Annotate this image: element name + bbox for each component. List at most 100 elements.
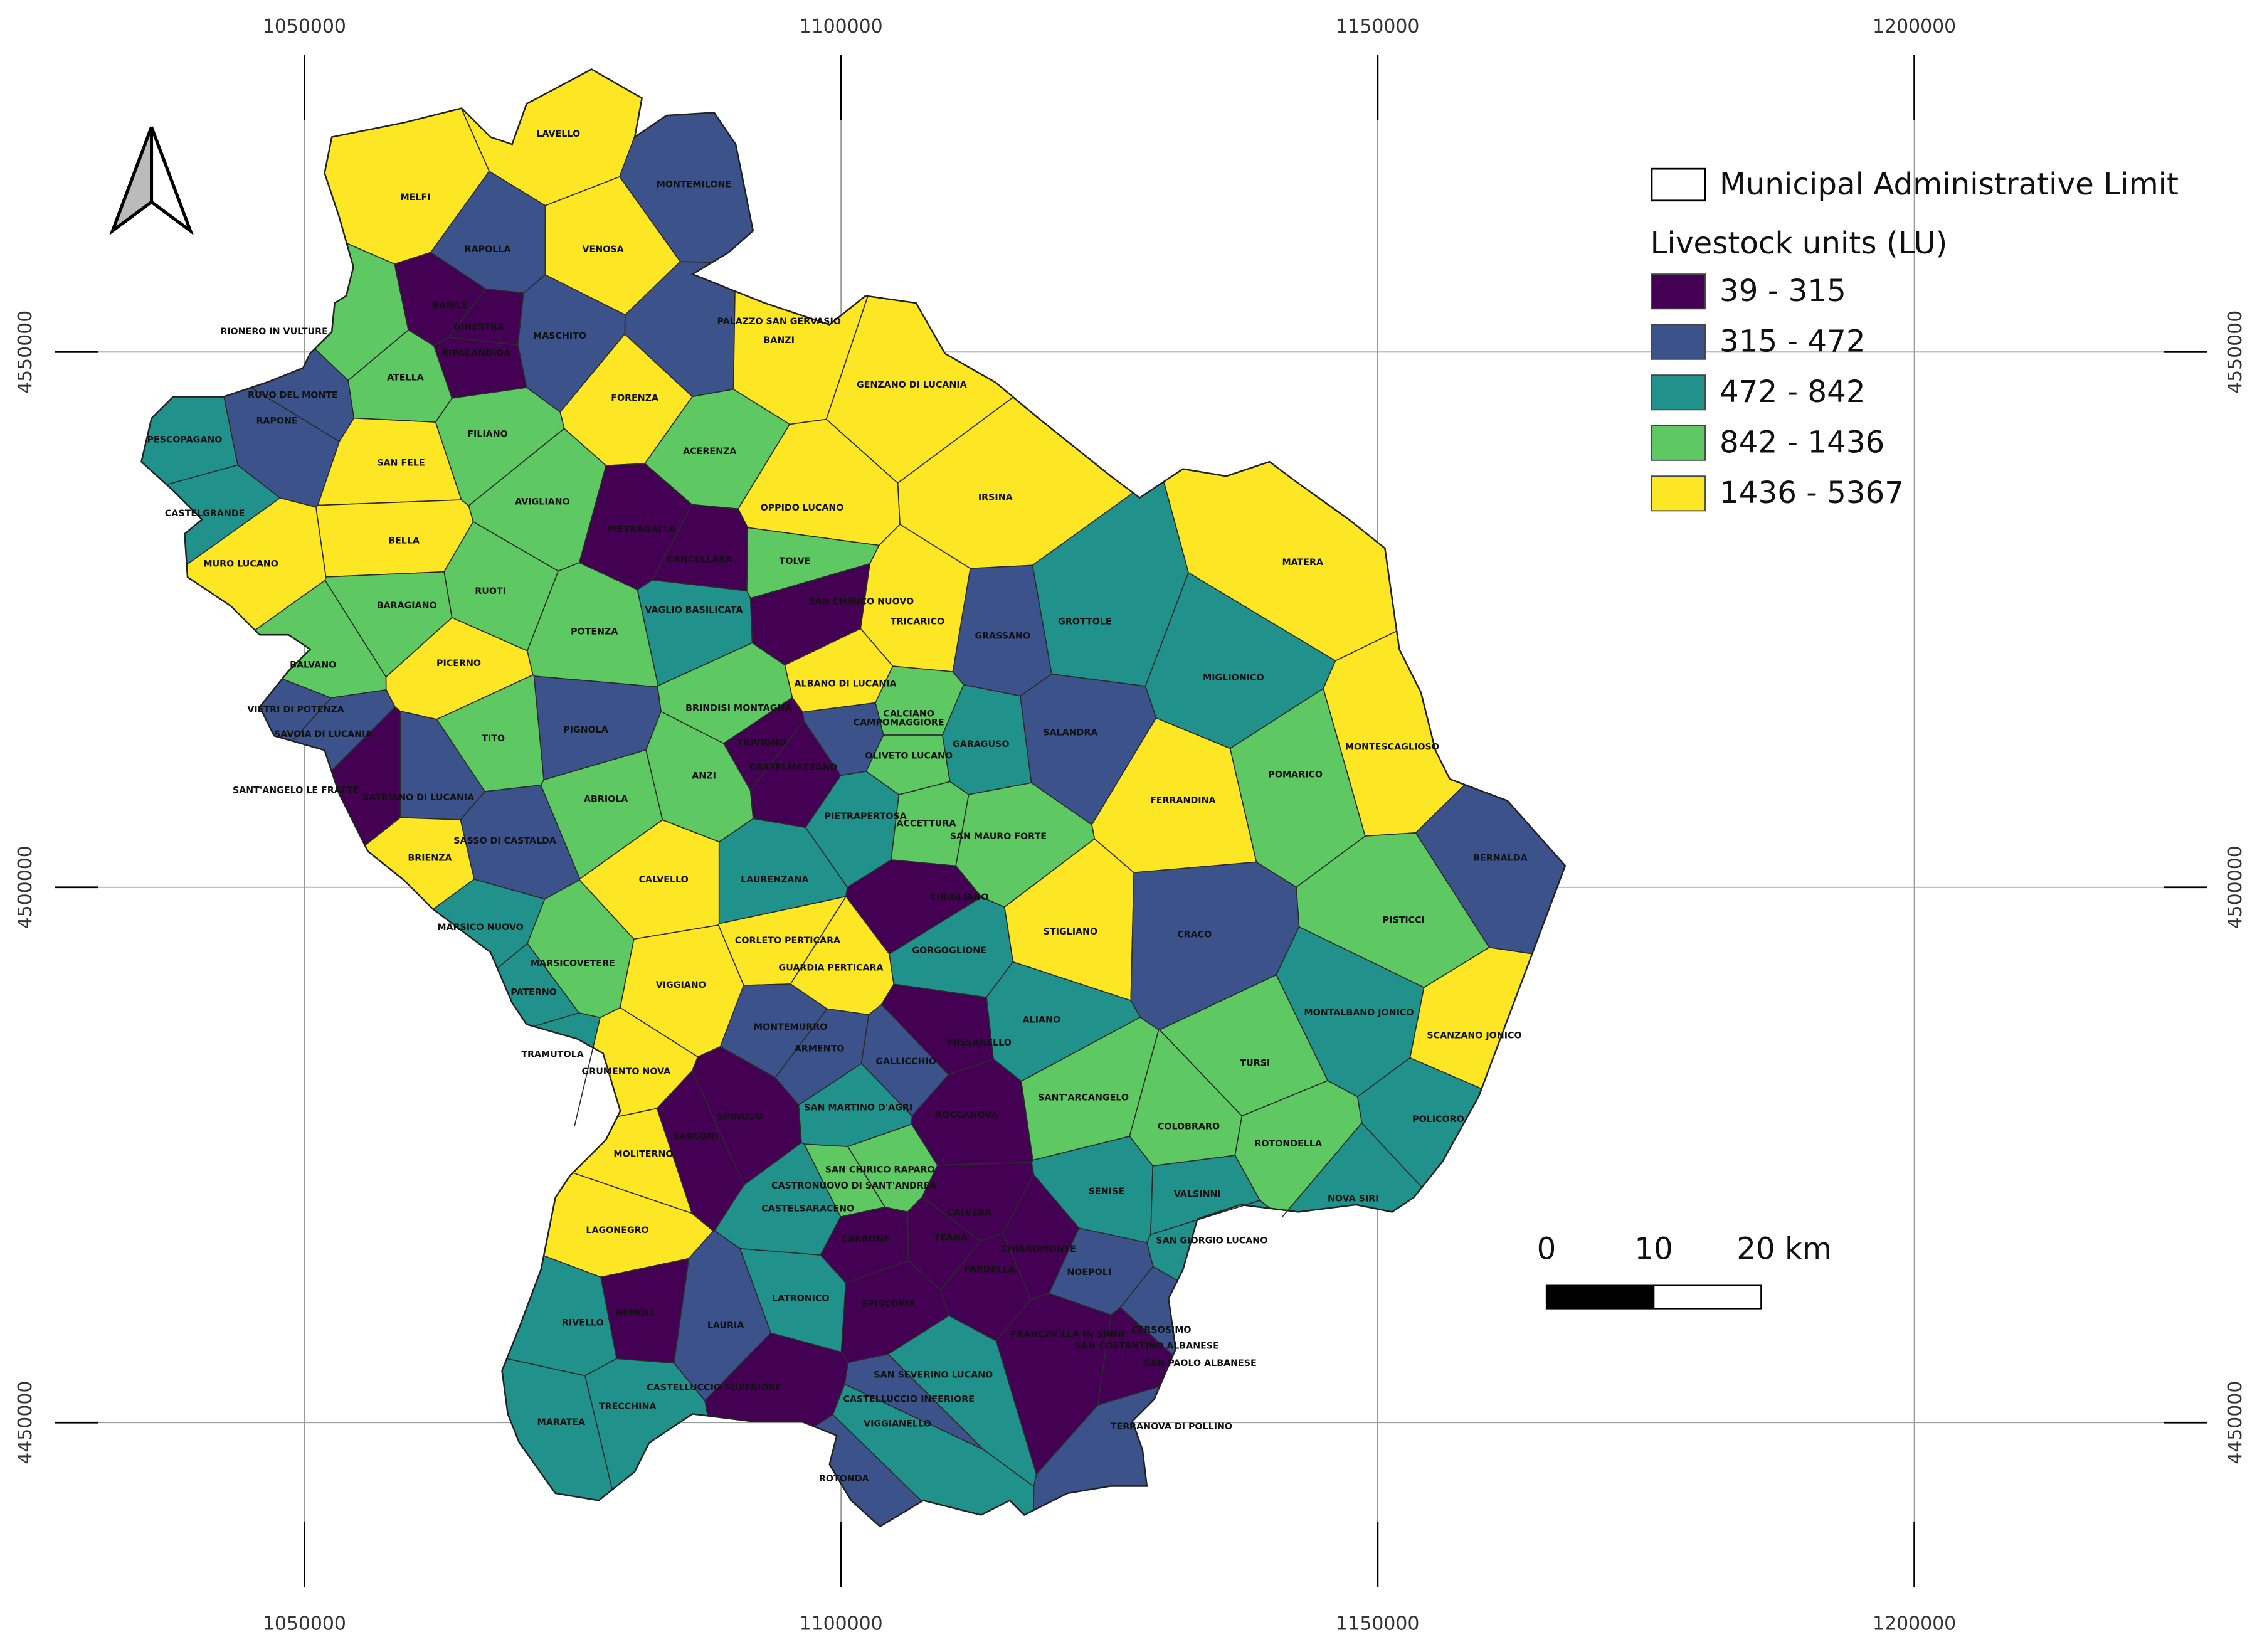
- municipality-label: SAN COSTANTINO ALBANESE: [1075, 1341, 1219, 1351]
- municipality-label: IRSINA: [978, 493, 1013, 503]
- legend-boundary-label: Municipal Administrative Limit: [1720, 167, 2179, 202]
- scale-label: 20 km: [1736, 1231, 1832, 1266]
- x-tick-label: 1150000: [1336, 16, 1419, 38]
- municipality-label: ATELLA: [387, 373, 424, 383]
- scale-label: 10: [1634, 1231, 1673, 1266]
- municipality-label: BALVANO: [290, 660, 336, 670]
- scale-segment: [1545, 1284, 1655, 1310]
- municipality-label: ROTONDELLA: [1254, 1139, 1322, 1149]
- legend-swatch: [1651, 475, 1706, 512]
- north-arrow-right: [150, 126, 194, 236]
- municipality-label: PESCOPAGANO: [147, 435, 222, 445]
- municipality-label: FRANCAVILLA IN SINNI: [1010, 1330, 1124, 1340]
- municipality-label: CASTELLUCCIO INFERIORE: [843, 1394, 975, 1404]
- municipality-label: PIGNOLA: [563, 725, 608, 735]
- municipality-label: PIETRAPERTOSA: [825, 812, 907, 822]
- municipality-label: CANCELLARA: [667, 555, 732, 565]
- y-tick-label: 4550000: [14, 310, 36, 394]
- municipality-label: CASTELMEZZANO: [749, 763, 837, 773]
- municipality-label: CASTRONUOVO DI SANT'ANDREA: [771, 1181, 937, 1191]
- municipality-label: CAMPOMAGGIORE: [854, 718, 944, 728]
- y-tick-label: 4500000: [14, 845, 36, 929]
- municipality-label: VENOSA: [583, 245, 624, 255]
- municipality-label: ROTONDA: [819, 1474, 869, 1484]
- municipality-label: GINESTRA: [453, 322, 504, 332]
- y-tick-label: 4550000: [2224, 310, 2246, 394]
- municipality-label: CARBONE: [842, 1234, 890, 1244]
- municipality-label: PIETRAGALLA: [608, 524, 676, 534]
- municipality-label: RAPOLLA: [465, 245, 511, 255]
- municipality-label: OPPIDO LUCANO: [761, 503, 844, 513]
- municipality-label: GALLICCHIO: [875, 1057, 936, 1067]
- x-tick-label: 1150000: [1336, 1613, 1419, 1635]
- legend-swatch: [1651, 273, 1706, 310]
- y-tick-label: 4450000: [14, 1381, 36, 1464]
- municipality-label: VIGGIANO: [656, 980, 706, 990]
- municipality-label: SENISE: [1089, 1187, 1124, 1197]
- x-tick-label: 1100000: [800, 1613, 883, 1635]
- municipality-label: CIRIGLIANO: [930, 892, 988, 903]
- municipality-label: MELFI: [400, 193, 430, 203]
- municipality-label: RUVO DEL MONTE: [248, 390, 338, 400]
- municipality-label: GUARDIA PERTICARA: [779, 963, 884, 973]
- municipality-label: SAN MAURO FORTE: [950, 832, 1047, 842]
- municipality-label: RIVELLO: [562, 1318, 604, 1328]
- x-tick-label: 1050000: [263, 16, 346, 38]
- municipality-label: TEANA: [934, 1233, 967, 1243]
- municipality-label: CALVELLO: [639, 875, 689, 885]
- municipality-label: GARAGUSO: [953, 739, 1009, 749]
- municipality-label: TERRANOVA DI POLLINO: [1111, 1422, 1232, 1432]
- municipality-label: MARSICO NUOVO: [437, 923, 523, 933]
- municipality-label: LAURENZANA: [741, 875, 808, 885]
- municipality-label: MONTEMILONE: [657, 179, 732, 189]
- municipality-label: BRIENZA: [408, 854, 452, 864]
- municipality-label: POTENZA: [571, 627, 618, 637]
- municipality-label: SATRIANO DI LUCANIA: [362, 793, 474, 803]
- municipality-label: FILIANO: [467, 429, 508, 439]
- legend-swatch: [1651, 425, 1706, 461]
- municipality-label: CASTELLUCCIO SUPERIORE: [647, 1383, 781, 1393]
- municipality-label: MONTEMURRO: [754, 1022, 828, 1032]
- municipality-label: TRIVIGNO: [737, 738, 786, 748]
- municipality-label: FORENZA: [611, 393, 658, 403]
- municipality-label: SCANZANO JONICO: [1427, 1031, 1521, 1041]
- municipality-label: OLIVETO LUCANO: [865, 751, 953, 761]
- municipality-label: PATERNO: [510, 988, 557, 998]
- municipality-label: EPISCOPIA: [862, 1300, 915, 1310]
- municipality-label: GROTTOLE: [1058, 617, 1111, 627]
- municipality-label: TITO: [482, 734, 505, 744]
- municipality-label: MOLITERNO: [613, 1149, 673, 1159]
- municipality-label: VIETRI DI POTENZA: [247, 705, 344, 715]
- municipality-label: TRECCHINA: [599, 1402, 657, 1412]
- municipality-label: POMARICO: [1268, 770, 1323, 780]
- region-outline: [140, 68, 1567, 1528]
- municipality-label: GORGOGLIONE: [912, 946, 986, 956]
- x-tick-label: 1200000: [1873, 1613, 1956, 1635]
- municipality-label: SAN SEVERINO LUCANO: [874, 1370, 993, 1380]
- municipality-label: PISTICCI: [1383, 916, 1425, 926]
- scale-label: 0: [1537, 1231, 1556, 1266]
- municipality-label: SAN MARTINO D'AGRI: [804, 1103, 912, 1113]
- legend-boundary-swatch: [1651, 167, 1706, 202]
- x-tick-label: 1200000: [1873, 16, 1956, 38]
- municipality-label: POLICORO: [1412, 1115, 1464, 1125]
- x-tick-label: 1100000: [800, 16, 883, 38]
- municipality-label: PICERNO: [436, 659, 481, 669]
- legend-label: 842 - 1436: [1720, 425, 1884, 460]
- municipality-label: RAPONE: [256, 416, 298, 426]
- municipality-label: MASCHITO: [533, 331, 586, 341]
- municipality-label: SAN CHIRICO RAPARO: [825, 1165, 935, 1175]
- municipality-label: TURSI: [1240, 1058, 1270, 1068]
- municipality-label: CASTELGRANDE: [165, 509, 245, 519]
- y-tick-label: 4500000: [2224, 845, 2246, 929]
- scale-bar: 0 10 20 km: [1537, 1231, 1832, 1310]
- y-tick-label: 4450000: [2224, 1381, 2246, 1464]
- municipality-label: FARDELLA: [965, 1264, 1015, 1274]
- municipality-label: AVIGLIANO: [515, 497, 570, 507]
- municipality-label: ROCCANOVA: [935, 1110, 998, 1120]
- municipality-label: SARCONI: [673, 1132, 718, 1142]
- municipality-label: BERNALDA: [1473, 854, 1527, 864]
- legend-label: 315 - 472: [1720, 324, 1866, 359]
- municipality-label: ALIANO: [1023, 1015, 1060, 1025]
